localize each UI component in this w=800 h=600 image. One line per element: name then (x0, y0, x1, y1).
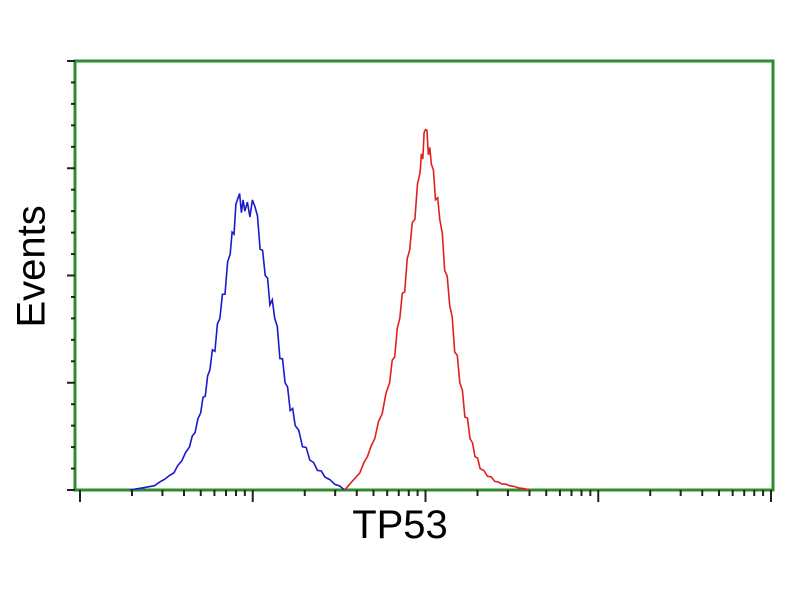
plot-frame (73, 59, 775, 492)
series-line-2 (344, 128, 530, 491)
series-line-1 (129, 193, 346, 491)
x-axis-label: TP53 (352, 503, 448, 547)
y-axis-label: Events (9, 205, 54, 328)
